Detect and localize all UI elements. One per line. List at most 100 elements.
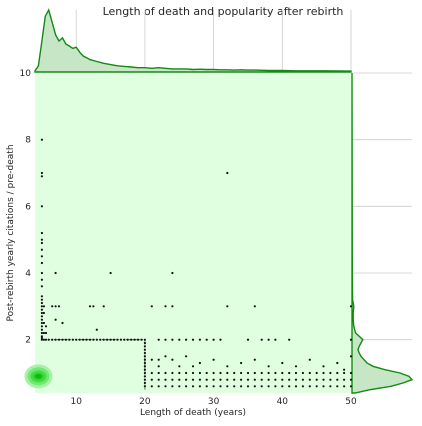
scatter-point (288, 338, 291, 341)
scatter-point (54, 271, 57, 275)
scatter-point (54, 338, 57, 341)
scatter-point (40, 301, 44, 305)
scatter-point (42, 331, 46, 335)
scatter-point (322, 365, 325, 368)
scatter-point (171, 358, 174, 361)
scatter-point (308, 378, 311, 381)
chart-title: Length of death and popularity after reb… (103, 5, 344, 18)
scatter-point (109, 338, 112, 341)
scatter-point (288, 385, 291, 388)
scatter-point (143, 381, 146, 385)
scatter-point (116, 338, 119, 341)
scatter-point (164, 355, 167, 358)
right-marginal-density (351, 72, 414, 394)
scatter-point (349, 371, 353, 375)
scatter-point (171, 305, 174, 308)
scatter-point (119, 338, 122, 341)
scatter-point (253, 358, 256, 361)
scatter-point (171, 271, 174, 275)
scatter-point (281, 378, 284, 381)
y-tick-label: 10 (20, 69, 32, 79)
scatter-point (185, 355, 188, 358)
plot-background (35, 73, 351, 393)
scatter-point (102, 338, 105, 341)
scatter-point (143, 365, 146, 368)
scatter-point (143, 368, 146, 371)
scatter-point (136, 338, 140, 341)
scatter-point (88, 305, 92, 308)
scatter-point (143, 375, 146, 378)
scatter-point (267, 378, 270, 381)
scatter-point (288, 378, 291, 381)
scatter-point (246, 338, 250, 341)
scatter-point (130, 338, 133, 341)
scatter-point (40, 318, 44, 321)
right-marginal (351, 72, 414, 394)
scatter-point (343, 368, 346, 371)
scatter-point (42, 338, 46, 341)
scatter-point (126, 338, 129, 341)
scatter-point (349, 305, 353, 308)
scatter-point (40, 298, 44, 301)
scatter-point (157, 365, 160, 368)
scatter-point (40, 325, 44, 328)
scatter-point (212, 371, 215, 375)
scatter-point (219, 378, 222, 381)
scatter-point (288, 371, 291, 375)
scatter-point (95, 338, 98, 341)
scatter-point (274, 371, 277, 375)
scatter-point (253, 305, 256, 308)
scatter-point (157, 358, 160, 361)
x-axis-ticks: 10 20 30 40 50 (70, 397, 357, 407)
scatter-point (281, 385, 284, 388)
scatter-point (198, 361, 201, 365)
scatter-point (99, 338, 102, 341)
scatter-point (82, 338, 85, 341)
scatter-point (343, 385, 346, 388)
scatter-point (198, 371, 201, 375)
x-tick-label: 20 (139, 397, 151, 407)
scatter-point (253, 385, 256, 388)
scatter-point (178, 385, 181, 388)
scatter-point (42, 321, 46, 325)
scatter-point (40, 231, 44, 235)
scatter-point (260, 385, 263, 388)
scatter-point (85, 338, 88, 341)
kde-contour (35, 374, 42, 379)
scatter-point (336, 371, 339, 375)
scatter-point (191, 378, 195, 381)
scatter-point (226, 305, 229, 308)
scatter-point (294, 378, 298, 381)
x-tick-label: 30 (208, 397, 220, 407)
plot-area (24, 73, 353, 393)
scatter-point (143, 341, 146, 345)
scatter-point (246, 378, 250, 381)
scatter-point (143, 355, 146, 358)
scatter-point (40, 175, 44, 178)
scatter-point (64, 338, 67, 341)
scatter-point (171, 371, 174, 375)
scatter-point (329, 385, 332, 388)
scatter-point (336, 378, 339, 381)
scatter-point (253, 371, 256, 375)
scatter-point (219, 385, 222, 388)
scatter-point (267, 371, 270, 375)
scatter-point (294, 365, 298, 368)
scatter-point (92, 305, 95, 308)
scatter-point (109, 271, 112, 275)
scatter-point (57, 338, 61, 341)
scatter-point (40, 321, 44, 325)
scatter-point (40, 285, 44, 288)
scatter-point (171, 378, 174, 381)
scatter-point (322, 371, 325, 375)
scatter-point (267, 338, 270, 341)
scatter-point (308, 385, 311, 388)
scatter-point (336, 385, 339, 388)
scatter-point (143, 378, 146, 381)
scatter-point (143, 348, 146, 351)
scatter-point (246, 371, 250, 375)
scatter-point (322, 378, 325, 381)
scatter-point (240, 385, 243, 388)
scatter-point (143, 351, 146, 355)
